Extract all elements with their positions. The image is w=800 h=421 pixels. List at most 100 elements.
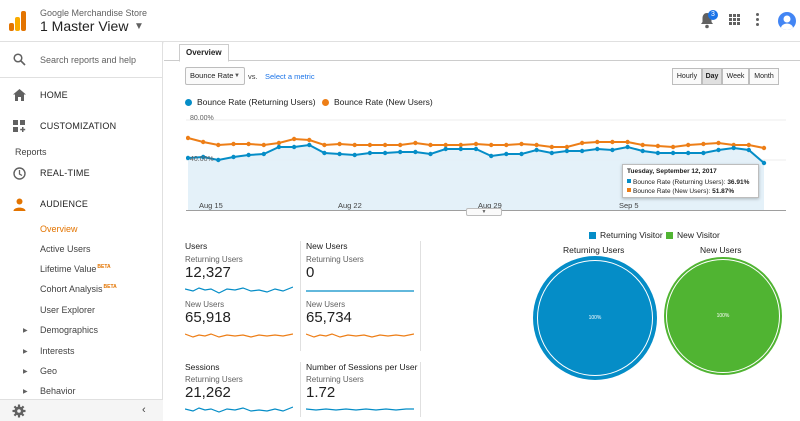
data-point[interactable] xyxy=(701,150,706,156)
data-point[interactable] xyxy=(307,137,312,143)
data-point[interactable] xyxy=(458,142,463,148)
data-point[interactable] xyxy=(201,139,206,145)
data-point[interactable] xyxy=(655,150,661,156)
more-options-icon[interactable] xyxy=(756,13,760,27)
data-point[interactable] xyxy=(428,142,433,148)
data-point[interactable] xyxy=(625,139,630,145)
data-point[interactable] xyxy=(367,150,373,156)
pie-legend-new[interactable]: New Visitor xyxy=(666,230,720,240)
data-point[interactable] xyxy=(367,142,373,148)
data-point[interactable] xyxy=(655,143,661,149)
data-point[interactable] xyxy=(625,144,630,150)
data-point[interactable] xyxy=(276,144,282,150)
analytics-logo[interactable] xyxy=(9,11,27,31)
data-point[interactable] xyxy=(746,142,751,148)
data-point[interactable] xyxy=(519,141,524,147)
data-point[interactable] xyxy=(610,147,615,153)
data-point[interactable] xyxy=(473,146,479,152)
data-point[interactable] xyxy=(186,135,191,141)
gear-icon[interactable] xyxy=(12,404,26,418)
data-point[interactable] xyxy=(761,160,767,166)
account-avatar[interactable] xyxy=(778,12,796,30)
data-point[interactable] xyxy=(686,150,691,156)
data-point[interactable] xyxy=(291,144,297,150)
legend-returning-users[interactable]: Bounce Rate (Returning Users) xyxy=(185,97,316,107)
data-point[interactable] xyxy=(322,142,327,148)
data-point[interactable] xyxy=(413,140,418,146)
data-point[interactable] xyxy=(670,150,676,156)
data-point[interactable] xyxy=(458,146,463,152)
sidebar-subitem-active-users[interactable]: Active Users xyxy=(40,244,91,254)
data-point[interactable] xyxy=(489,153,494,159)
data-point[interactable] xyxy=(201,154,206,160)
data-point[interactable] xyxy=(473,141,479,147)
data-point[interactable] xyxy=(716,147,721,153)
expand-arrow-icon[interactable]: ▶ xyxy=(23,349,28,355)
data-point[interactable] xyxy=(382,142,388,148)
data-point[interactable] xyxy=(564,148,570,154)
view-name[interactable]: 1 Master View xyxy=(40,18,129,34)
sidebar-subitem-behavior[interactable]: Behavior xyxy=(40,386,76,396)
data-point[interactable] xyxy=(686,142,691,148)
data-point[interactable] xyxy=(579,140,585,146)
granularity-hourly[interactable]: Hourly xyxy=(672,68,702,85)
data-point[interactable] xyxy=(716,140,721,146)
data-point[interactable] xyxy=(504,151,509,157)
data-point[interactable] xyxy=(276,140,282,146)
scorecard-sessions[interactable]: Sessions Returning Users 21,262 xyxy=(185,362,297,417)
sidebar-subitem-interests[interactable]: Interests xyxy=(40,346,75,356)
sidebar-subitem-lifetime-value[interactable]: Lifetime ValueBETA xyxy=(40,264,111,274)
data-point[interactable] xyxy=(504,142,509,148)
account-name[interactable]: Google Merchandise Store xyxy=(40,8,148,18)
sidebar-item-audience[interactable]: AUDIENCE xyxy=(0,189,163,219)
data-point[interactable] xyxy=(670,144,676,150)
data-point[interactable] xyxy=(382,150,388,156)
data-point[interactable] xyxy=(640,142,645,148)
data-point[interactable] xyxy=(579,148,585,154)
data-point[interactable] xyxy=(307,142,312,148)
data-point[interactable] xyxy=(337,151,342,157)
sidebar-subitem-demographics[interactable]: Demographics xyxy=(40,325,99,335)
data-point[interactable] xyxy=(761,145,767,151)
data-point[interactable] xyxy=(231,154,236,160)
data-point[interactable] xyxy=(428,151,433,157)
granularity-month[interactable]: Month xyxy=(749,68,779,85)
data-point[interactable] xyxy=(337,141,342,147)
select-metric-link[interactable]: Select a metric xyxy=(265,72,315,81)
data-point[interactable] xyxy=(413,149,418,155)
data-point[interactable] xyxy=(352,152,357,158)
data-point[interactable] xyxy=(186,155,191,161)
data-point[interactable] xyxy=(261,142,266,148)
data-point[interactable] xyxy=(443,142,448,148)
data-point[interactable] xyxy=(549,144,554,150)
pie-chart-new-users[interactable]: 100% xyxy=(664,257,782,375)
scorecard-users[interactable]: Users Returning Users 12,327 New Users 6… xyxy=(185,241,297,351)
data-point[interactable] xyxy=(398,149,403,155)
scorecard-new-users[interactable]: New Users Returning Users 0 New Users 65… xyxy=(306,241,418,351)
sidebar-item-realtime[interactable]: REAL-TIME xyxy=(0,158,163,188)
view-dropdown-icon[interactable]: ▼ xyxy=(134,21,144,32)
data-point[interactable] xyxy=(398,142,403,148)
pie-legend-returning[interactable]: Returning Visitor xyxy=(589,230,663,240)
data-point[interactable] xyxy=(610,139,615,145)
sidebar-subitem-cohort-analysis[interactable]: Cohort AnalysisBETA xyxy=(40,284,117,294)
data-point[interactable] xyxy=(746,147,751,153)
scorecard-sessions-per-user[interactable]: Number of Sessions per User Returning Us… xyxy=(306,362,418,417)
data-point[interactable] xyxy=(216,157,221,163)
data-point[interactable] xyxy=(534,147,539,153)
sidebar-item-customization[interactable]: CUSTOMIZATION xyxy=(0,111,163,141)
legend-new-users[interactable]: Bounce Rate (New Users) xyxy=(322,97,433,107)
data-point[interactable] xyxy=(246,141,251,147)
data-point[interactable] xyxy=(443,146,448,152)
data-point[interactable] xyxy=(519,151,524,157)
data-point[interactable] xyxy=(352,142,357,148)
data-point[interactable] xyxy=(701,141,706,147)
data-point[interactable] xyxy=(231,141,236,147)
expand-arrow-icon[interactable]: ▶ xyxy=(23,328,28,334)
apps-grid-icon[interactable] xyxy=(729,14,740,25)
metric-dropdown[interactable]: Bounce Rate ▼ xyxy=(185,67,245,85)
sidebar-subitem-user-explorer[interactable]: User Explorer xyxy=(40,305,96,315)
sidebar-search[interactable]: Search reports and help xyxy=(0,42,163,78)
pie-chart-returning-users[interactable]: 100% xyxy=(534,257,656,379)
data-point[interactable] xyxy=(322,150,327,156)
